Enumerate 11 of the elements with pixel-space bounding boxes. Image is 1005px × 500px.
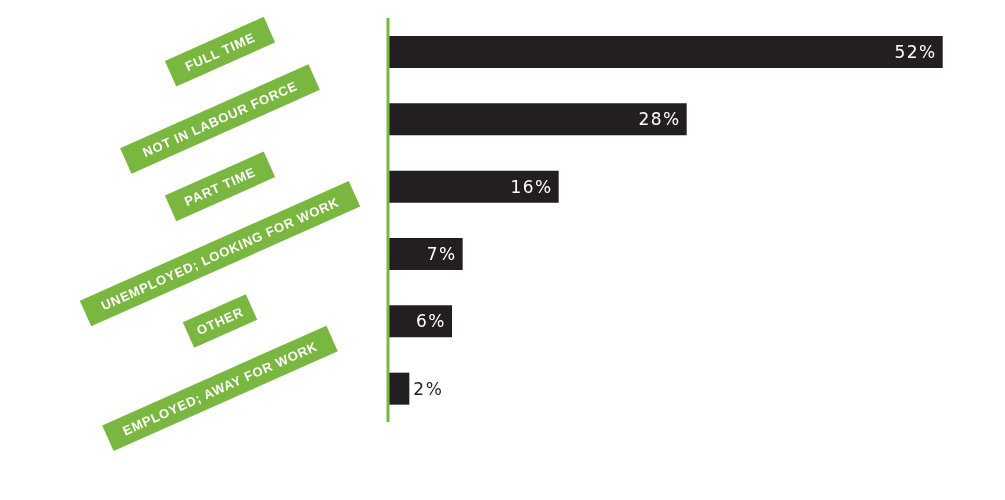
data-label: 7% — [426, 244, 457, 265]
data-label: 28% — [638, 109, 681, 130]
data-label: 2% — [413, 378, 444, 399]
data-label: 6% — [416, 311, 447, 332]
bar — [388, 238, 463, 270]
bar — [388, 36, 943, 68]
bar — [388, 170, 559, 203]
bar — [388, 103, 687, 136]
data-label: 52% — [894, 42, 937, 63]
y-tick-label: FULL TIME — [182, 29, 258, 74]
data-label: 16% — [510, 176, 553, 197]
